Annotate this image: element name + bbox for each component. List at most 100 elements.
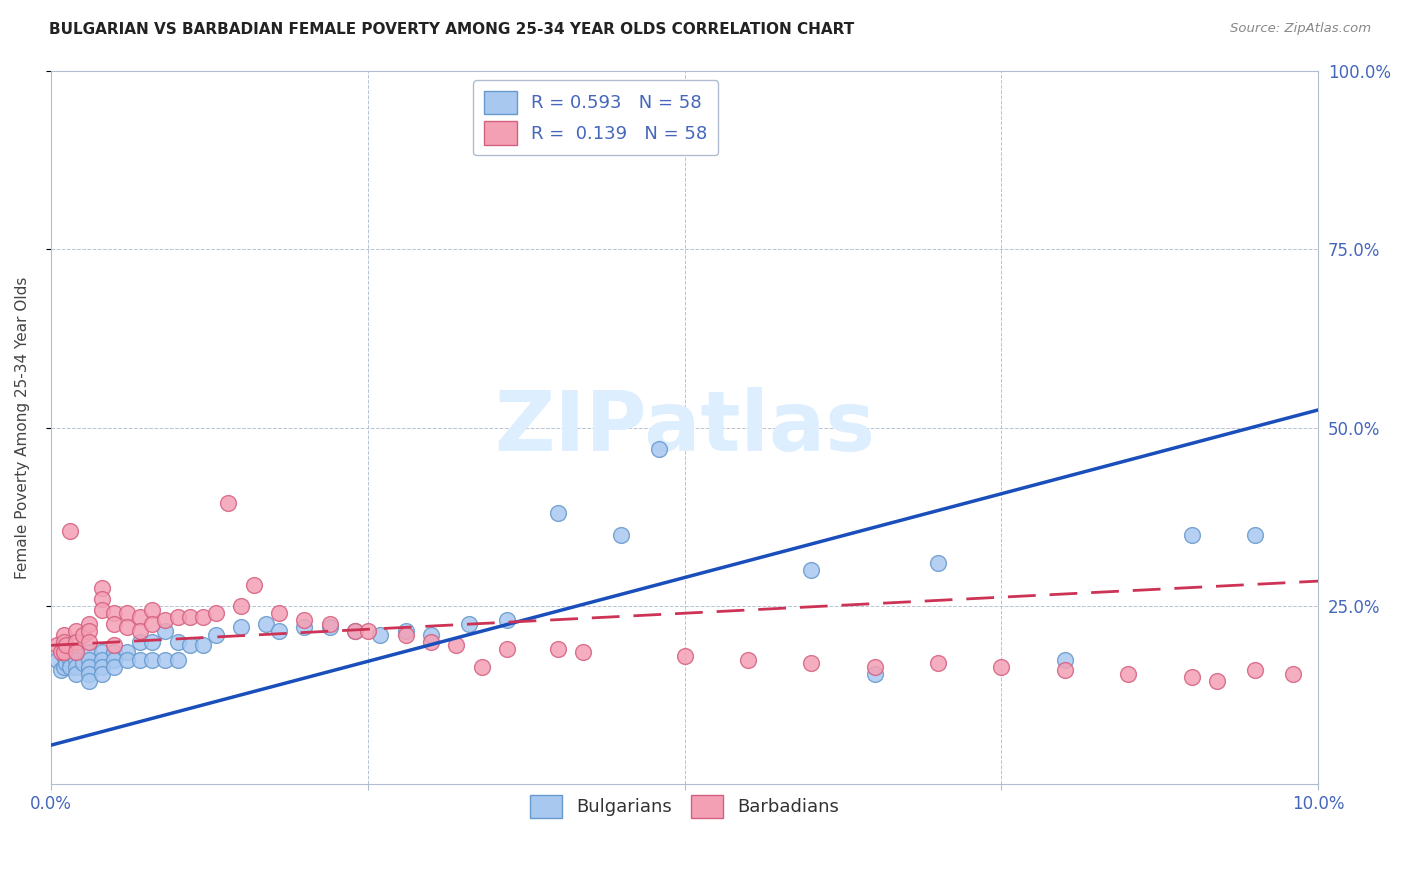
Point (1244, 527, 1267, 541)
Point (65, 634, 87, 648)
Point (49, 645, 72, 659)
Point (141, 634, 163, 648)
Legend: Bulgarians, Barbadians: Bulgarians, Barbadians (523, 788, 846, 825)
Point (128, 634, 150, 648)
Point (52, 627, 75, 641)
Point (90, 659, 112, 673)
Point (55, 656, 77, 670)
Point (547, 641, 569, 656)
Point (90, 645, 112, 659)
Point (77, 659, 100, 673)
Point (648, 442, 671, 457)
Point (191, 609, 214, 624)
Point (141, 602, 163, 616)
Point (103, 659, 125, 673)
Point (166, 609, 188, 624)
Point (254, 616, 277, 631)
Point (610, 527, 633, 541)
Point (90, 591, 112, 606)
Point (1053, 652, 1076, 666)
Point (204, 606, 226, 620)
Point (72, 627, 94, 641)
Point (357, 624, 380, 638)
Point (115, 606, 138, 620)
Point (103, 638, 125, 652)
Point (1116, 666, 1139, 681)
Point (115, 652, 138, 666)
Point (292, 620, 315, 634)
Point (77, 645, 100, 659)
Point (737, 652, 759, 666)
Point (52, 659, 75, 673)
Point (229, 620, 252, 634)
Point (395, 627, 418, 641)
Point (1053, 663, 1076, 677)
Point (204, 627, 226, 641)
Point (370, 627, 392, 641)
Point (217, 496, 239, 510)
Point (103, 616, 125, 631)
Point (52, 638, 75, 652)
Point (446, 638, 468, 652)
Y-axis label: Female Poverty Among 25-34 Year Olds: Female Poverty Among 25-34 Year Olds (15, 277, 30, 579)
Point (46, 638, 69, 652)
Point (77, 673, 100, 688)
Point (496, 641, 519, 656)
Point (496, 613, 519, 627)
Point (55, 638, 77, 652)
Point (863, 666, 886, 681)
Point (344, 624, 367, 638)
Point (103, 652, 125, 666)
Point (927, 556, 949, 570)
Point (90, 581, 112, 595)
Point (115, 645, 138, 659)
Point (90, 602, 112, 616)
Text: Source: ZipAtlas.com: Source: ZipAtlas.com (1230, 22, 1371, 36)
Point (292, 613, 315, 627)
Point (1282, 666, 1305, 681)
Point (65, 645, 87, 659)
Point (267, 606, 290, 620)
Point (229, 599, 252, 613)
Point (103, 606, 125, 620)
Point (52, 634, 75, 648)
Point (800, 656, 823, 670)
Point (242, 577, 264, 591)
Point (65, 645, 87, 659)
Point (90, 652, 112, 666)
Point (141, 652, 163, 666)
Point (166, 652, 188, 666)
Text: ZIPatlas: ZIPatlas (494, 387, 875, 468)
Point (458, 616, 481, 631)
Point (1205, 673, 1227, 688)
Point (72, 656, 94, 670)
Point (927, 656, 949, 670)
Point (59, 652, 82, 666)
Point (1180, 527, 1202, 541)
Point (52, 645, 75, 659)
Point (395, 624, 418, 638)
Point (141, 616, 163, 631)
Point (572, 645, 595, 659)
Point (153, 652, 176, 666)
Point (52, 648, 75, 663)
Point (318, 620, 340, 634)
Point (547, 507, 569, 521)
Point (318, 616, 340, 631)
Point (46, 652, 69, 666)
Point (128, 624, 150, 638)
Point (800, 563, 823, 577)
Point (65, 666, 87, 681)
Point (420, 634, 443, 648)
Point (1180, 670, 1202, 684)
Point (77, 624, 100, 638)
Point (471, 659, 494, 673)
Point (77, 666, 100, 681)
Point (49, 663, 72, 677)
Point (990, 659, 1012, 673)
Point (103, 645, 125, 659)
Point (59, 524, 82, 538)
Point (77, 616, 100, 631)
Point (153, 613, 176, 627)
Point (1244, 663, 1267, 677)
